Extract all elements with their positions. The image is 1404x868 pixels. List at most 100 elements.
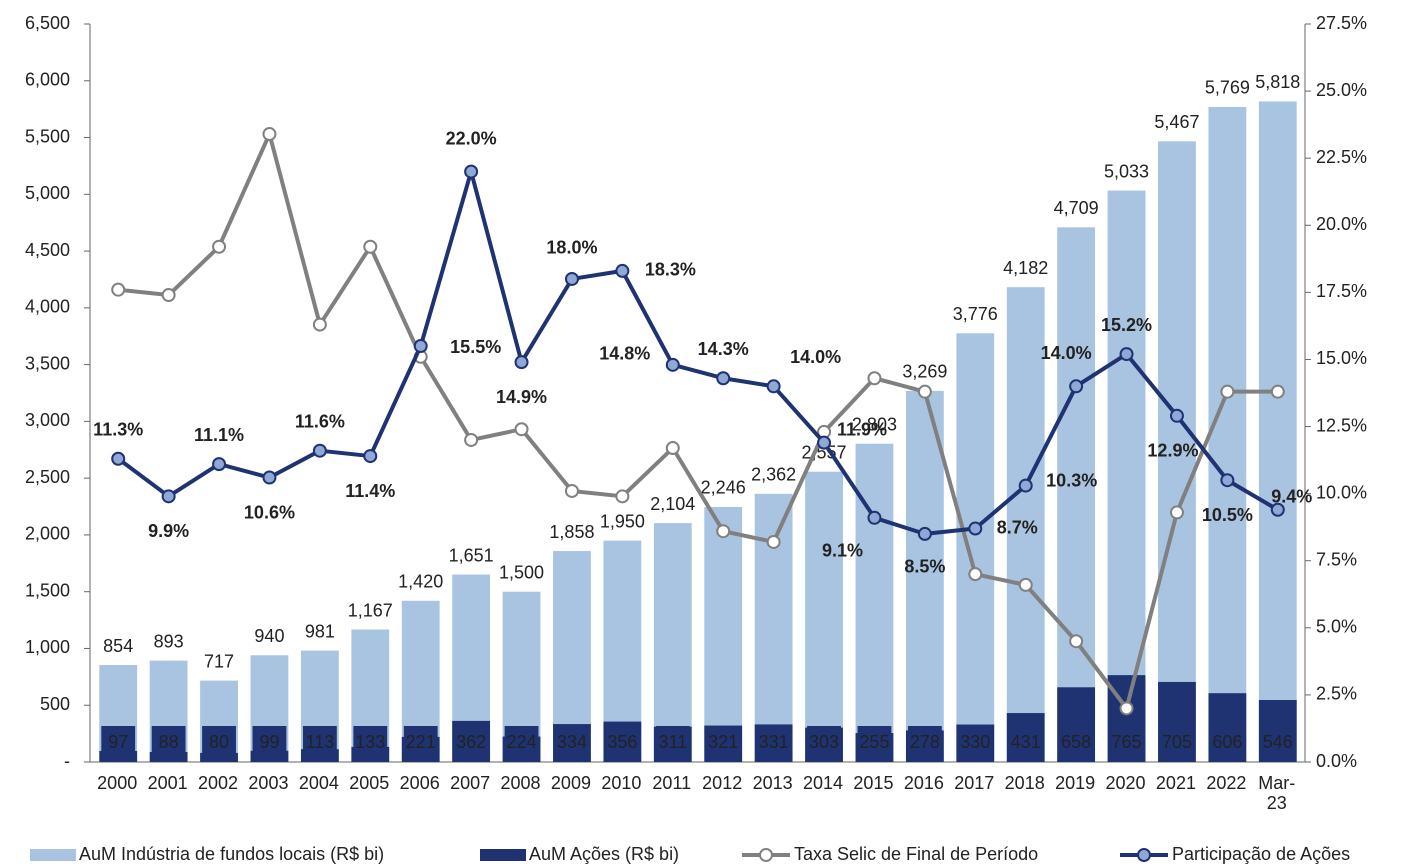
line-value-label: 18.0% [546, 238, 597, 258]
y2-tick-label: 0.0% [1316, 751, 1357, 771]
line-marker [1069, 634, 1084, 649]
y2-tick-label: 22.5% [1316, 147, 1367, 167]
bar-value-label: 278 [910, 732, 940, 752]
line-value-label: 12.9% [1147, 441, 1198, 461]
bar [351, 746, 390, 762]
bar-value-label: 1,500 [499, 562, 544, 582]
line-marker [212, 239, 227, 254]
x-tick-label: 2000 [97, 773, 138, 793]
x-tick-label: 2022 [1206, 773, 1247, 793]
y-tick-label: 4,000 [25, 297, 70, 317]
line-marker [464, 432, 479, 447]
bar [704, 506, 743, 762]
bar [1208, 693, 1247, 762]
line-marker [968, 521, 983, 536]
x-tick-label: 2008 [500, 773, 541, 793]
line-marker [212, 457, 227, 472]
bar-value-label: 2,246 [701, 478, 746, 498]
bar [553, 724, 591, 762]
y2-tick-label: 15.0% [1316, 348, 1367, 368]
line-marker [161, 288, 176, 303]
x-tick-label: 2009 [550, 773, 591, 793]
line-value-label: 15.5% [450, 337, 501, 357]
line-marker [615, 263, 630, 278]
line-value-label: 14.0% [1041, 343, 1092, 363]
bar-value-label: 1,167 [348, 600, 393, 620]
bar-value-label: 334 [557, 732, 587, 752]
bar [452, 720, 491, 762]
line-marker [867, 510, 882, 525]
legend-swatch [30, 849, 76, 861]
bar-value-label: 1,858 [549, 522, 594, 542]
line-marker [1119, 347, 1134, 362]
y2-tick-label: 2.5% [1316, 684, 1357, 704]
x-tick-label: 2019 [1055, 773, 1096, 793]
bar [1158, 141, 1196, 763]
bar-value-label: 940 [254, 626, 284, 646]
line-marker [1018, 478, 1033, 493]
bar [1208, 106, 1247, 763]
bar [704, 725, 743, 762]
x-tick-label: 2012 [702, 773, 743, 793]
y2-tick-label: 10.0% [1316, 482, 1367, 502]
bar [1258, 700, 1297, 762]
line-value-label: 11.4% [345, 481, 395, 501]
bar [1006, 287, 1045, 762]
bar-value-label: 4,709 [1054, 198, 1099, 218]
bar-value-label: 356 [607, 732, 637, 752]
line-marker [111, 282, 126, 297]
bar-value-label: 5,818 [1255, 72, 1300, 92]
line-value-label: 10.3% [1046, 470, 1097, 490]
legend-swatch [480, 849, 526, 861]
bar [1057, 687, 1096, 762]
bar-value-label: 224 [507, 732, 537, 752]
x-tick-label: Mar-23 [1258, 773, 1296, 813]
line-value-label: 8.5% [904, 557, 945, 577]
bar [1258, 101, 1297, 762]
legend-label: Participação de Ações [1172, 844, 1350, 864]
x-tick-label: 2016 [903, 773, 944, 793]
bar-value-label: 303 [809, 732, 839, 752]
x-tick-label: 2002 [198, 773, 239, 793]
line [117, 169, 1279, 536]
line-marker [917, 384, 932, 399]
x-tick-label: 2018 [1004, 773, 1045, 793]
bar [754, 493, 793, 762]
bar-value-label: 97 [108, 732, 128, 752]
line-marker [312, 443, 327, 458]
y-tick-label: 5,000 [25, 183, 70, 203]
bar-value-label: 2,362 [751, 465, 796, 485]
bar [401, 736, 440, 762]
bar-value-label: 765 [1112, 732, 1142, 752]
bar [1158, 681, 1196, 762]
line-marker [1220, 384, 1235, 399]
bar-value-label: 717 [204, 651, 234, 671]
line-marker [665, 357, 680, 372]
line-marker [161, 489, 176, 504]
bar [502, 736, 541, 762]
bar-value-label: 255 [859, 732, 889, 752]
bar [99, 750, 138, 762]
y2-tick-label: 12.5% [1316, 415, 1367, 435]
bar-value-label: 546 [1263, 732, 1293, 752]
bar-value-label: 4,182 [1003, 258, 1048, 278]
bar [200, 752, 238, 762]
bar-value-label: 362 [456, 732, 486, 752]
x-tick-label: 2017 [954, 773, 995, 793]
line-marker [464, 164, 479, 179]
bar [1006, 713, 1045, 762]
y2-tick-label: 25.0% [1316, 80, 1367, 100]
legend-label: Taxa Selic de Final de Período [794, 844, 1038, 864]
bar [855, 443, 894, 762]
bar-value-label: 658 [1061, 732, 1091, 752]
y-tick-label: 3,500 [25, 353, 70, 373]
bar-value-label: 3,776 [953, 304, 998, 324]
line-value-label: 9.1% [822, 541, 863, 561]
bar [905, 730, 944, 762]
line-value-label: 10.6% [244, 502, 295, 522]
bar-value-label: 981 [305, 621, 335, 641]
x-tick-label: 2003 [248, 773, 289, 793]
bar [250, 750, 289, 762]
y-tick-label: 6,500 [25, 13, 70, 33]
